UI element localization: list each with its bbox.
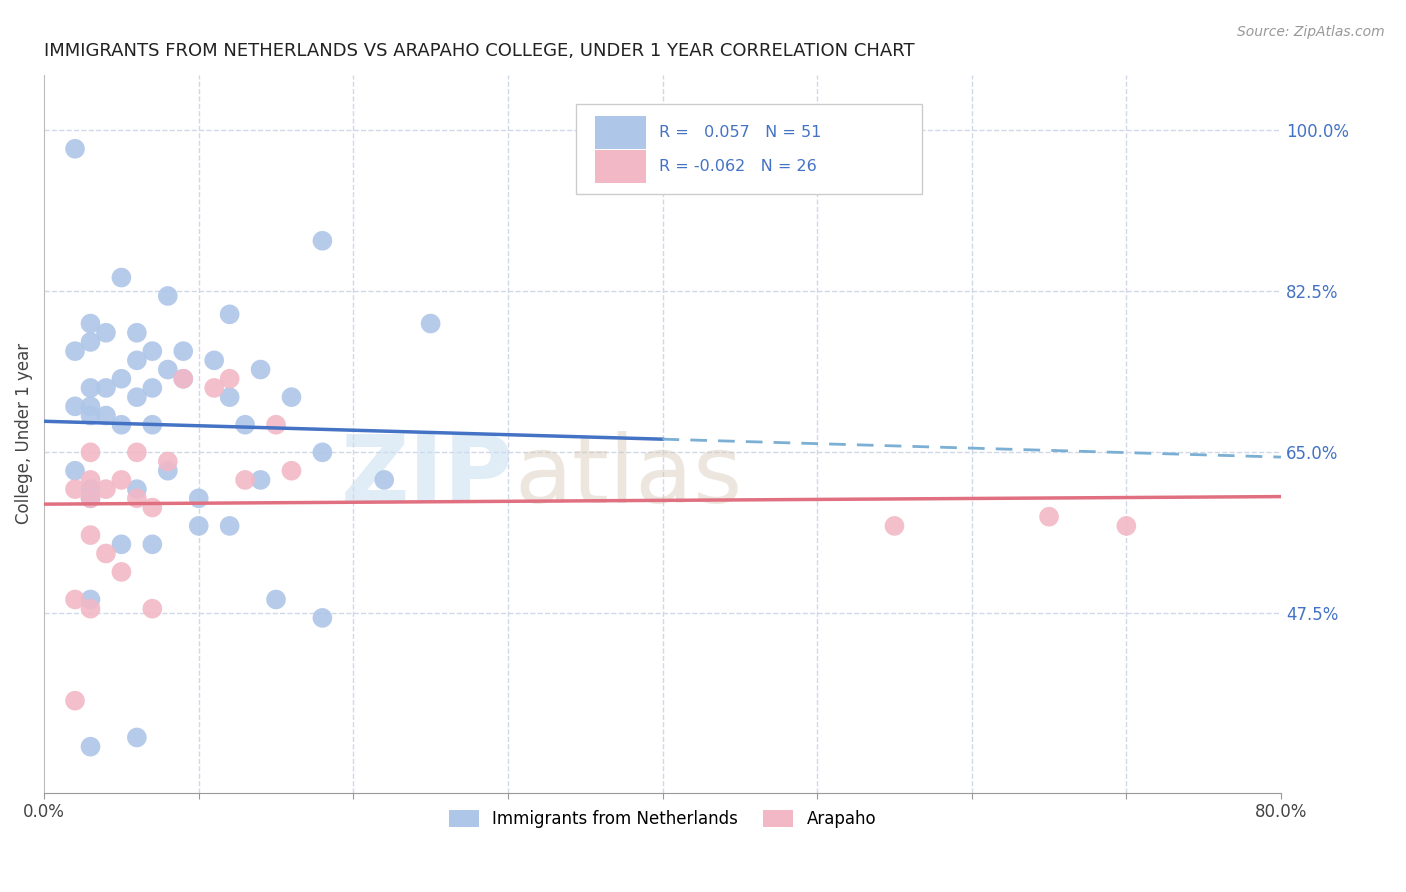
Point <box>280 390 302 404</box>
Point <box>883 519 905 533</box>
Point <box>373 473 395 487</box>
Point <box>79 409 101 423</box>
Text: R = -0.062   N = 26: R = -0.062 N = 26 <box>659 159 817 174</box>
Point <box>156 289 179 303</box>
Point <box>156 454 179 468</box>
FancyBboxPatch shape <box>595 150 647 183</box>
Point <box>125 390 148 404</box>
Text: Source: ZipAtlas.com: Source: ZipAtlas.com <box>1237 25 1385 39</box>
Legend: Immigrants from Netherlands, Arapaho: Immigrants from Netherlands, Arapaho <box>443 803 883 835</box>
Y-axis label: College, Under 1 year: College, Under 1 year <box>15 343 32 524</box>
Point <box>94 547 117 561</box>
Point <box>63 344 86 359</box>
Point <box>172 372 194 386</box>
Point <box>202 381 225 395</box>
Point <box>280 464 302 478</box>
Point <box>311 611 333 625</box>
Point <box>187 519 209 533</box>
Point <box>110 473 132 487</box>
Point <box>141 500 163 515</box>
Point <box>110 565 132 579</box>
Point <box>63 592 86 607</box>
Point <box>79 482 101 496</box>
Point <box>187 491 209 506</box>
Point <box>79 473 101 487</box>
Point <box>79 400 101 414</box>
Point <box>141 601 163 615</box>
Point <box>125 326 148 340</box>
Point <box>63 464 86 478</box>
Point <box>141 381 163 395</box>
Point <box>172 344 194 359</box>
Point <box>156 464 179 478</box>
Point <box>141 417 163 432</box>
FancyBboxPatch shape <box>576 103 922 194</box>
Point <box>79 317 101 331</box>
Point <box>264 417 287 432</box>
Point <box>79 381 101 395</box>
Point <box>63 694 86 708</box>
Point <box>79 528 101 542</box>
Point <box>141 537 163 551</box>
Point <box>218 372 240 386</box>
Point <box>311 234 333 248</box>
Point <box>110 537 132 551</box>
Point <box>125 491 148 506</box>
Point <box>233 473 256 487</box>
Point <box>264 592 287 607</box>
Text: R =   0.057   N = 51: R = 0.057 N = 51 <box>659 125 821 140</box>
Point <box>110 417 132 432</box>
Point <box>249 473 271 487</box>
FancyBboxPatch shape <box>595 116 647 149</box>
Point <box>63 482 86 496</box>
Point <box>202 353 225 368</box>
Point <box>141 344 163 359</box>
Point <box>110 372 132 386</box>
Text: atlas: atlas <box>515 431 742 523</box>
Point <box>156 362 179 376</box>
Point <box>125 731 148 745</box>
Point <box>1038 509 1060 524</box>
Point <box>311 445 333 459</box>
Point <box>79 592 101 607</box>
Point <box>79 334 101 349</box>
Point <box>63 142 86 156</box>
Point <box>125 482 148 496</box>
Point <box>125 445 148 459</box>
Point <box>419 317 441 331</box>
Point <box>1115 519 1137 533</box>
Point <box>79 739 101 754</box>
Point <box>79 445 101 459</box>
Point <box>218 390 240 404</box>
Point <box>94 381 117 395</box>
Point <box>233 417 256 432</box>
Point <box>94 409 117 423</box>
Text: IMMIGRANTS FROM NETHERLANDS VS ARAPAHO COLLEGE, UNDER 1 YEAR CORRELATION CHART: IMMIGRANTS FROM NETHERLANDS VS ARAPAHO C… <box>44 42 915 60</box>
Point <box>218 519 240 533</box>
Point <box>125 353 148 368</box>
Point <box>94 326 117 340</box>
Point <box>249 362 271 376</box>
Point <box>79 491 101 506</box>
Point <box>172 372 194 386</box>
Point <box>79 601 101 615</box>
Point <box>79 491 101 506</box>
Point <box>94 482 117 496</box>
Text: ZIP: ZIP <box>342 431 515 523</box>
Point <box>110 270 132 285</box>
Point <box>63 400 86 414</box>
Point <box>218 307 240 321</box>
